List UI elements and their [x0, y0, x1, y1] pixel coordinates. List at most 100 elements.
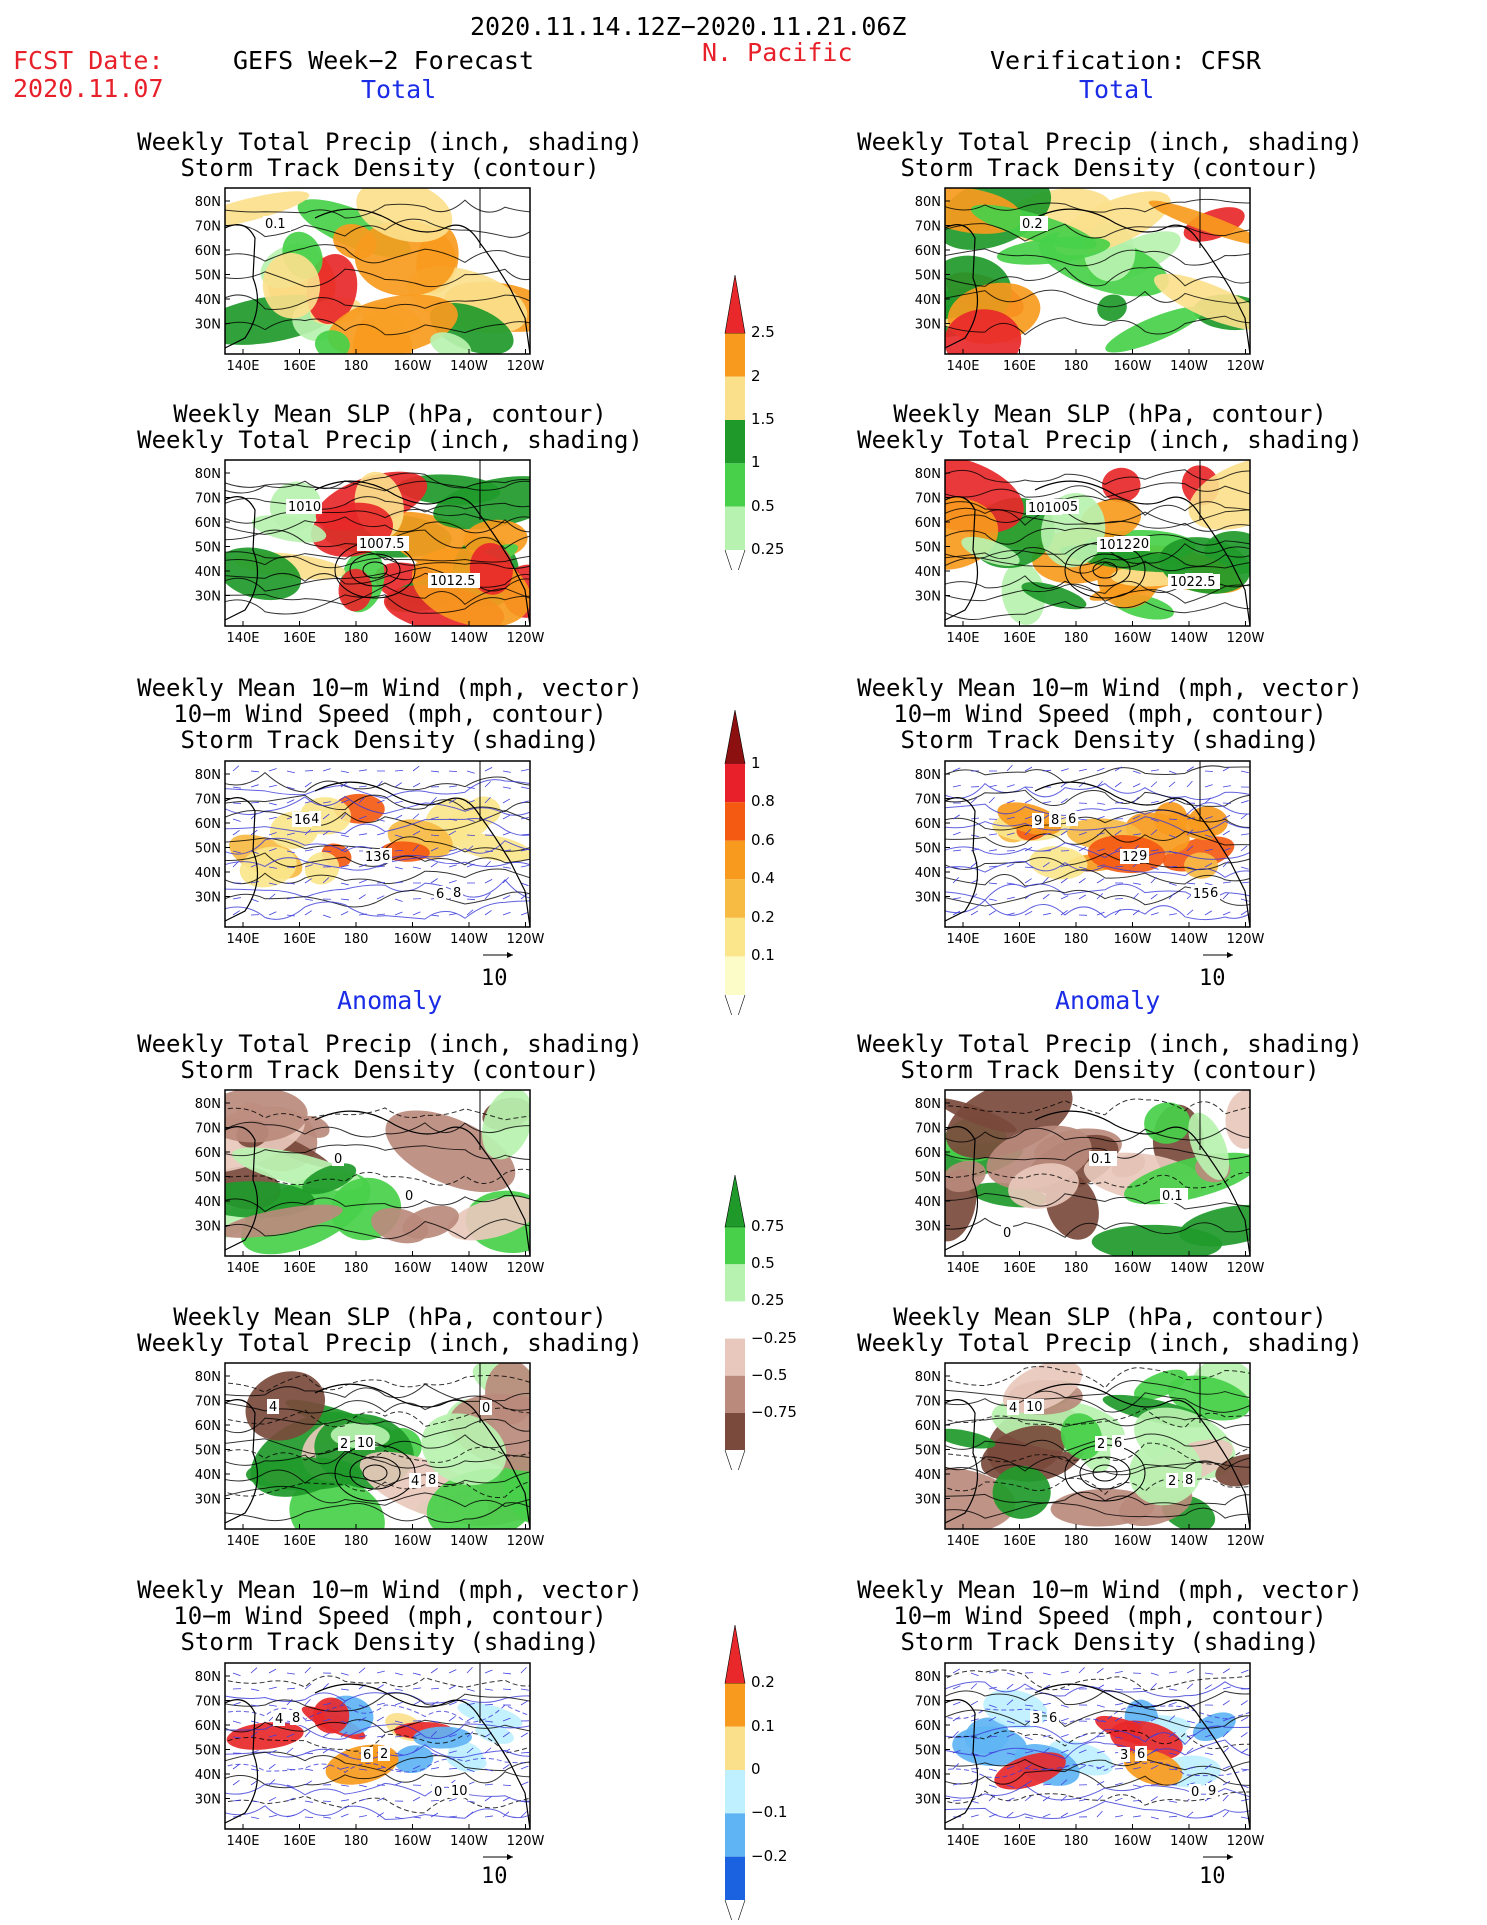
lon-tick-label: 140E [946, 359, 979, 374]
map-panel: 80N 70N 60N 50N 40N 30N 140E 160E 180 160W 140W 120… [195, 1089, 544, 1276]
contour-label: 0 [334, 1152, 342, 1167]
lat-tick-label: 30N [915, 891, 941, 906]
lon-tick-label: 140E [226, 1534, 259, 1549]
colorbar-tick-label: 1.5 [751, 410, 775, 428]
lon-tick-label: 140W [450, 1534, 488, 1549]
lat-tick-label: 60N [195, 1419, 221, 1434]
map-panel: 80N 70N 60N 50N 40N 30N 140E 160E 180 160W 140W 120… [915, 760, 1265, 958]
map-panel: 80N 70N 60N 50N 40N 30N 140E 160E 180 160W 140W 120… [195, 459, 544, 646]
contour-label: 2 [1097, 1437, 1105, 1452]
contour-label: 8 [1185, 1473, 1193, 1488]
lon-tick-label: 120W [1227, 1834, 1265, 1849]
lon-tick-label: 160E [1003, 631, 1036, 646]
lat-tick-label: 80N [915, 1370, 941, 1385]
lon-tick-label: 140W [1170, 359, 1208, 374]
lat-tick-label: 50N [915, 269, 941, 284]
lat-tick-label: 70N [915, 492, 941, 507]
contour-label: 12 [1122, 850, 1139, 865]
lat-tick-label: 80N [195, 1370, 221, 1385]
contour-label: 4 [1009, 1401, 1017, 1416]
panel-title-line: Weekly Mean 10−m Wind (mph, vector) [857, 1576, 1363, 1604]
lon-tick-label: 160E [283, 1261, 316, 1276]
colorbar-tick-label: 0.5 [751, 1254, 775, 1273]
panel-title-line: 10−m Wind Speed (mph, contour) [893, 1602, 1327, 1630]
lon-tick-label: 120W [507, 1534, 545, 1549]
lon-tick-label: 160W [394, 932, 432, 947]
lat-tick-label: 40N [915, 1195, 941, 1210]
lat-tick-label: 70N [195, 1695, 221, 1710]
colorbar-tick-label: 1 [751, 753, 761, 772]
lat-tick-label: 50N [195, 269, 221, 284]
vector-reference-label: 10 [1199, 966, 1226, 991]
contour-label: 3 [1120, 1748, 1128, 1763]
contour-label: 0.1 [1091, 1152, 1112, 1167]
lat-tick-label: 80N [195, 467, 221, 482]
map-panel: 80N 70N 60N 50N 40N 30N 140E 160E 180 160W 140W 120… [915, 1089, 1264, 1276]
lon-tick-label: 140E [946, 1834, 979, 1849]
lat-tick-label: 30N [195, 1220, 221, 1235]
contour-label: 8 [428, 1473, 436, 1488]
contour-label: 0 [405, 1189, 413, 1204]
fcst-date-label: FCST Date: [13, 46, 164, 75]
lon-tick-label: 180 [1064, 359, 1089, 374]
lat-tick-label: 60N [195, 1146, 221, 1161]
fcst-date-value: 2020.11.07 [13, 74, 164, 103]
contour-label: 1010 [288, 500, 321, 515]
panel-title-line: Weekly Mean SLP (hPa, contour) [173, 1303, 607, 1331]
panel-title-line: Storm Track Density (shading) [900, 726, 1320, 754]
contour-label: 0 [482, 1401, 490, 1416]
map-panel: 80N 70N 60N 50N 40N 30N 140E 160E 180 160W 140W 120… [195, 1362, 545, 1549]
panel-title-line: Weekly Mean SLP (hPa, contour) [893, 1303, 1327, 1331]
lon-tick-label: 160E [1003, 1261, 1036, 1276]
contour-label: 2 [1168, 1474, 1176, 1489]
lon-tick-label: 160E [283, 1534, 316, 1549]
lat-tick-label: 30N [195, 1793, 221, 1808]
lon-tick-label: 140E [946, 631, 979, 646]
lon-tick-label: 140W [450, 1261, 488, 1276]
lat-tick-label: 80N [915, 1097, 941, 1112]
panel-title-line: 10−m Wind Speed (mph, contour) [173, 1602, 607, 1630]
colorbar [724, 274, 746, 570]
lon-tick-label: 140W [450, 359, 488, 374]
contour-label: 10 [1026, 1400, 1043, 1415]
panel-title-line: Weekly Total Precip (inch, shading) [137, 426, 643, 454]
panel-title-line: 10−m Wind Speed (mph, contour) [173, 700, 607, 728]
lat-tick-label: 70N [195, 1395, 221, 1410]
lon-tick-label: 140W [1170, 1534, 1208, 1549]
lon-tick-label: 160E [1003, 932, 1036, 947]
lat-tick-label: 80N [915, 768, 941, 783]
lon-tick-label: 180 [344, 631, 369, 646]
panel-title-line: Weekly Total Precip (inch, shading) [857, 1030, 1363, 1058]
lon-tick-label: 180 [1064, 1834, 1089, 1849]
lon-tick-label: 120W [1227, 932, 1265, 947]
contour-label: 6 [382, 849, 390, 864]
colorbar-tick-label: −0.2 [751, 1846, 788, 1865]
panel-title-line: Weekly Mean 10−m Wind (mph, vector) [137, 1576, 643, 1604]
lat-tick-label: 80N [915, 195, 941, 210]
lat-tick-label: 60N [915, 244, 941, 259]
lon-tick-label: 180 [1064, 631, 1089, 646]
contour-label: 4 [311, 812, 319, 827]
lon-tick-label: 140E [226, 359, 259, 374]
lat-tick-label: 30N [195, 590, 221, 605]
lat-tick-label: 60N [195, 817, 221, 832]
contour-label: 16 [294, 813, 311, 828]
lat-tick-label: 50N [915, 1171, 941, 1186]
lat-tick-label: 40N [915, 866, 941, 881]
colorbar-tick-label: 0.8 [751, 792, 775, 811]
forecast-period: 2020.11.14.12Z−2020.11.21.06Z [470, 12, 907, 41]
map-panel: 80N 70N 60N 50N 40N 30N 140E 160E 180 160W 140W 120… [915, 1662, 1265, 1860]
panel-title-line: Weekly Mean SLP (hPa, contour) [173, 400, 607, 428]
colorbar-tick-label: 0.1 [751, 946, 775, 965]
lat-tick-label: 50N [195, 1171, 221, 1186]
lat-tick-label: 30N [195, 891, 221, 906]
lat-tick-label: 40N [195, 293, 221, 308]
lat-tick-label: 40N [195, 565, 221, 580]
lat-tick-label: 80N [195, 1097, 221, 1112]
contour-label: 1010 [1028, 501, 1061, 516]
lat-tick-label: 80N [195, 1670, 221, 1685]
contour-label: 6 [1137, 1747, 1145, 1762]
contour-label: 0 [1191, 1785, 1199, 1800]
lat-tick-label: 70N [915, 793, 941, 808]
region-title: N. Pacific [702, 38, 853, 67]
